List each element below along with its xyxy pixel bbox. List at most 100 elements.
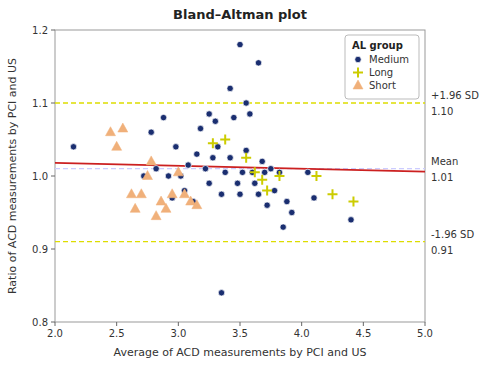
y-tick-label: 0.8 (32, 317, 48, 328)
plot-frame (55, 30, 425, 322)
point (194, 151, 200, 157)
x-tick (301, 322, 302, 326)
point (243, 147, 249, 153)
point (289, 209, 295, 215)
annotation: 0.91 (431, 245, 453, 256)
annotation: 1.10 (431, 106, 453, 117)
title: Bland–Altman plot (173, 7, 307, 22)
legend-marker (353, 80, 363, 89)
point (70, 144, 76, 150)
point (146, 156, 156, 165)
x-tick-label: 2.0 (47, 328, 63, 339)
y-tick-label: 1.2 (32, 25, 48, 36)
annotation: Mean (431, 156, 458, 167)
legend-label: Short (369, 80, 396, 91)
x-tick (55, 322, 56, 326)
point (197, 125, 203, 131)
annotation: -1.96 SD (431, 229, 474, 240)
point (180, 189, 190, 198)
point (160, 114, 166, 120)
point (264, 202, 270, 208)
point (106, 127, 116, 136)
point (348, 197, 358, 207)
point (234, 180, 240, 186)
x-tick (178, 322, 179, 326)
point (118, 123, 128, 132)
point (206, 180, 212, 186)
y-tick (51, 322, 55, 323)
annotation: 1.01 (431, 172, 453, 183)
y-tick (51, 103, 55, 104)
point (274, 171, 284, 181)
point (192, 200, 202, 209)
point (210, 155, 216, 161)
point (212, 118, 218, 124)
x-tick (116, 322, 117, 326)
x-tick-label: 4.5 (355, 328, 371, 339)
legend-label: Medium (369, 54, 409, 65)
point (165, 173, 171, 179)
point (252, 180, 258, 186)
x-tick-label: 3.0 (170, 328, 186, 339)
legend-title: AL group (352, 40, 403, 51)
point (161, 203, 171, 212)
series-1 (208, 135, 359, 207)
point (215, 144, 221, 150)
point (202, 166, 208, 172)
point (186, 196, 196, 205)
y-axis-label: Ratio of ACD measurements by PCI and US (6, 58, 19, 294)
point (348, 217, 354, 223)
legend: AL group Medium Long Short (345, 35, 419, 99)
point (255, 60, 261, 66)
y-tick-label: 1.1 (32, 98, 48, 109)
point (126, 189, 136, 198)
x-axis-label: Average of ACD measurements by PCI and U… (114, 346, 367, 359)
point (271, 187, 277, 193)
plot-area (55, 41, 425, 296)
point (167, 189, 177, 198)
legend-marker (355, 56, 361, 62)
point (227, 155, 233, 161)
point (239, 169, 245, 175)
reference-line (55, 102, 425, 103)
point (284, 198, 290, 204)
x-tick (425, 322, 426, 326)
series-0 (70, 41, 354, 296)
point (328, 189, 338, 199)
legend-label: Long (369, 67, 393, 78)
y-tick (51, 249, 55, 250)
y-tick-label: 0.9 (32, 244, 48, 255)
x-tick (240, 322, 241, 326)
point (148, 129, 154, 135)
reference-line (55, 168, 425, 169)
point (259, 158, 265, 164)
point (143, 171, 153, 180)
point (243, 100, 249, 106)
point (173, 144, 179, 150)
series-2 (106, 123, 202, 220)
x-tick-label: 3.5 (232, 328, 248, 339)
point (262, 186, 272, 196)
point (280, 224, 286, 230)
point (237, 191, 243, 197)
x-tick-label: 5.0 (417, 328, 433, 339)
point (218, 191, 224, 197)
point (112, 141, 122, 150)
point (153, 166, 159, 172)
point (247, 111, 253, 117)
x-tick (363, 322, 364, 326)
y-tick (51, 176, 55, 177)
point (231, 114, 237, 120)
point (250, 167, 260, 177)
point (218, 290, 224, 296)
point (305, 169, 311, 175)
point (311, 195, 317, 201)
point (185, 162, 191, 168)
y-tick-label: 1.0 (32, 171, 48, 182)
point (173, 167, 183, 176)
annotation: +1.96 SD (431, 90, 479, 101)
legend-box (345, 35, 419, 99)
point (227, 85, 233, 91)
point (237, 41, 243, 47)
legend-marker (353, 68, 363, 78)
